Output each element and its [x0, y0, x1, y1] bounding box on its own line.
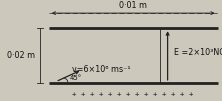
Text: 45°: 45° — [70, 75, 82, 81]
Text: v=6×10⁶ ms⁻¹: v=6×10⁶ ms⁻¹ — [72, 65, 131, 74]
Text: 0·02 m: 0·02 m — [7, 51, 36, 60]
Text: E =2×10³NC⁻¹: E =2×10³NC⁻¹ — [174, 48, 222, 57]
Text: 0·01 m: 0·01 m — [119, 1, 147, 10]
Text: + + + + + + + + + + + + + +: + + + + + + + + + + + + + + — [72, 91, 194, 97]
